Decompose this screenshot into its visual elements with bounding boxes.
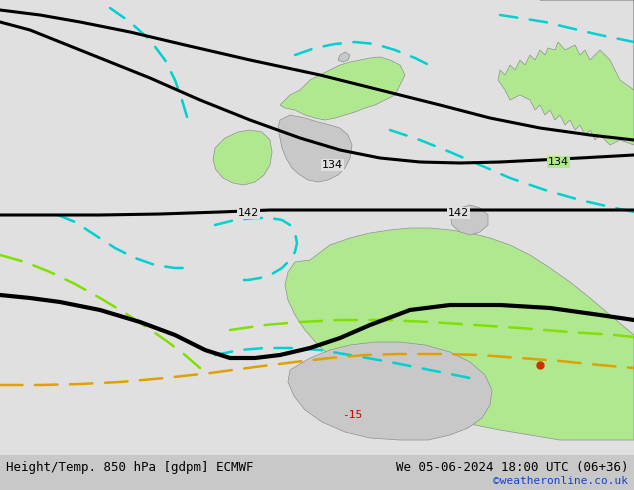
Text: Height/Temp. 850 hPa [gdpm] ECMWF: Height/Temp. 850 hPa [gdpm] ECMWF xyxy=(6,461,254,473)
Text: -15: -15 xyxy=(342,410,362,420)
Polygon shape xyxy=(498,0,634,145)
Text: We 05-06-2024 18:00 UTC (06+36): We 05-06-2024 18:00 UTC (06+36) xyxy=(396,461,628,473)
Polygon shape xyxy=(213,130,272,185)
Text: 134: 134 xyxy=(322,160,343,170)
Polygon shape xyxy=(450,205,488,235)
Polygon shape xyxy=(288,342,492,440)
Text: 142: 142 xyxy=(448,208,469,218)
Text: 134: 134 xyxy=(548,157,569,167)
Polygon shape xyxy=(280,57,405,120)
Text: 142: 142 xyxy=(238,208,259,218)
Bar xyxy=(0,455,634,490)
Polygon shape xyxy=(338,52,350,62)
Polygon shape xyxy=(285,228,634,440)
Text: ©weatheronline.co.uk: ©weatheronline.co.uk xyxy=(493,476,628,486)
Polygon shape xyxy=(278,115,352,182)
